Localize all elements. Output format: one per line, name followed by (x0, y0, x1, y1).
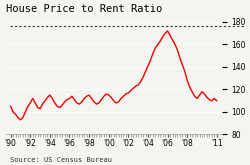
Text: Source: US Census Bureau: Source: US Census Bureau (10, 157, 112, 163)
Text: House Price to Rent Ratio: House Price to Rent Ratio (6, 4, 162, 14)
